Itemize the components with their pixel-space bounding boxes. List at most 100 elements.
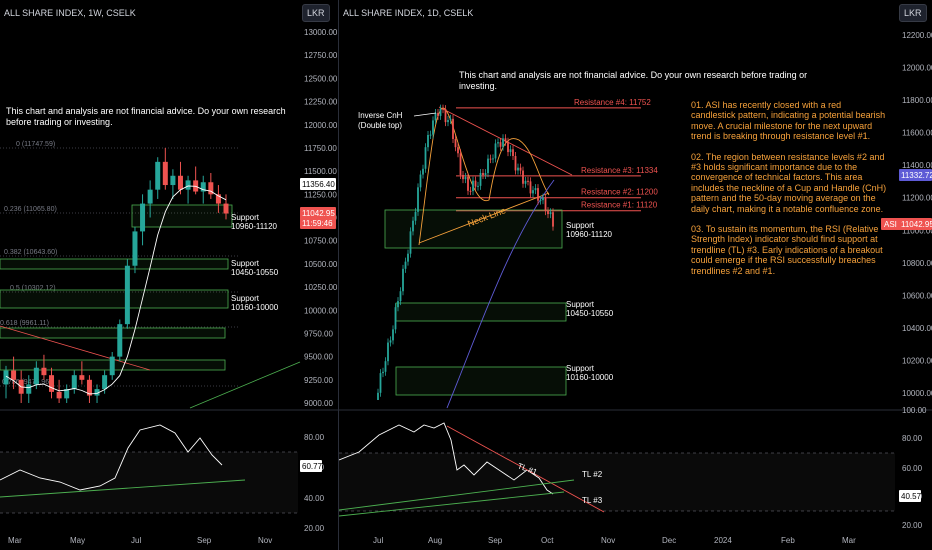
- daily-candle: [419, 174, 422, 188]
- weekly-price-tick: 13000.00: [304, 28, 338, 37]
- daily-time-label: Jul: [373, 536, 383, 545]
- daily-rsi-tl2: [339, 479, 575, 511]
- daily-candle: [377, 392, 379, 400]
- weekly-moving-average: [5, 185, 227, 395]
- weekly-candle: [79, 375, 85, 380]
- weekly-price-tick: 11750.00: [304, 144, 337, 153]
- weekly-price-tag-bg: [300, 207, 336, 229]
- weekly-candle: [170, 175, 176, 186]
- daily-candle: [397, 301, 399, 308]
- fib-label: 0 (11747.59): [16, 141, 55, 148]
- daily-rsi-band: [339, 453, 895, 511]
- daily-pattern-label: Inverse CnH: [358, 111, 403, 120]
- weekly-rsi-tag-bg: [300, 460, 322, 472]
- daily-candle: [464, 176, 467, 180]
- daily-candle: [472, 180, 474, 192]
- weekly-support-label: Support: [231, 259, 260, 268]
- daily-candle: [497, 142, 499, 144]
- daily-chart-canvas[interactable]: 12200.00 12000.00 11800.00 11600.00 11400.00…: [339, 0, 932, 550]
- weekly-chart-pane[interactable]: 13000.00 12750.00 12500.00 12250.00 12000.00…: [0, 0, 339, 550]
- daily-candle: [462, 174, 464, 180]
- weekly-rsi-trendline: [0, 479, 246, 498]
- daily-candle: [532, 190, 534, 194]
- daily-candle: [387, 342, 389, 362]
- daily-candle: [482, 172, 484, 176]
- daily-time-label: Feb: [781, 536, 795, 545]
- daily-price-tick: 11800.00: [902, 96, 932, 105]
- daily-price-tick: 10000.00: [902, 389, 932, 398]
- daily-support-zone: [384, 209, 563, 249]
- weekly-candle: [3, 370, 9, 385]
- weekly-candle: [26, 384, 32, 394]
- daily-rsi-tick: 60.00: [902, 464, 923, 473]
- daily-candle: [384, 361, 387, 372]
- daily-price-tick: 10400.00: [902, 324, 932, 333]
- daily-candle: [517, 167, 519, 171]
- daily-candle: [392, 329, 394, 341]
- weekly-candle: [223, 203, 229, 214]
- daily-rsi-tick: 100.00: [902, 406, 927, 415]
- daily-candle: [407, 253, 409, 262]
- daily-candle: [414, 211, 417, 221]
- weekly-candle: [33, 367, 39, 385]
- weekly-candle: [155, 161, 161, 190]
- daily-candle: [467, 176, 469, 191]
- weekly-candle: [177, 175, 183, 190]
- daily-candle: [484, 173, 487, 176]
- weekly-price-tick: 9750.00: [304, 329, 333, 338]
- daily-tl2-label: TL #2: [582, 470, 603, 479]
- analysis-point-3: 03. To sustain its momentum, the RSI (Re…: [691, 224, 883, 276]
- daily-candle: [422, 168, 424, 175]
- daily-price-tick: 11000.00: [902, 226, 932, 235]
- daily-price-tick: 12000.00: [902, 64, 932, 73]
- fib-label: 0.786 (9475.96): [2, 379, 51, 386]
- weekly-chart-title: ALL SHARE INDEX, 1W, CSELK: [4, 8, 136, 18]
- daily-candle: [542, 197, 544, 201]
- weekly-candle: [94, 389, 100, 396]
- fib-label: 0.236 (11065.80): [4, 206, 57, 213]
- daily-candle: [399, 291, 402, 302]
- daily-time-label: Sep: [488, 536, 503, 545]
- weekly-support-range: 10960-11120: [231, 222, 278, 231]
- daily-currency-button[interactable]: LKR: [899, 4, 927, 22]
- weekly-candle: [11, 370, 17, 380]
- weekly-candle: [162, 161, 168, 186]
- daily-candle: [534, 188, 537, 191]
- daily-price-tag: 11042.95: [901, 220, 932, 229]
- daily-support-zone: [395, 366, 567, 396]
- fib-label: 0.5 (10302.12): [10, 285, 56, 292]
- daily-candle: [452, 118, 454, 139]
- weekly-chart-canvas[interactable]: 13000.00 12750.00 12500.00 12250.00 12000.00…: [0, 0, 338, 550]
- daily-support-label: Support: [566, 300, 595, 309]
- daily-candle: [439, 108, 442, 116]
- daily-time-label: Oct: [541, 536, 554, 545]
- weekly-currency-button[interactable]: LKR: [302, 4, 330, 22]
- weekly-disclaimer: This chart and analysis are not financia…: [6, 106, 286, 127]
- daily-candle: [474, 180, 477, 187]
- daily-candle: [509, 149, 512, 153]
- weekly-ma-tag: 11356.40: [302, 180, 335, 189]
- daily-price-tick: 11200.00: [902, 194, 932, 203]
- analysis-point-1: 01. ASI has recently closed with a red c…: [691, 100, 886, 142]
- weekly-price-tick: 11500.00: [304, 167, 337, 176]
- weekly-candle: [86, 379, 92, 396]
- analysis-notes: 01. ASI has recently closed with a red c…: [691, 100, 887, 286]
- daily-candle: [539, 200, 542, 202]
- daily-candle: [394, 307, 397, 330]
- daily-candle: [469, 190, 472, 192]
- daily-candle: [522, 170, 524, 184]
- daily-candle: [417, 187, 419, 212]
- daily-candle: [512, 149, 514, 156]
- daily-rsi-tag: 40.57: [901, 492, 922, 501]
- daily-time-label: Nov: [601, 536, 615, 545]
- daily-rsi-tick: 20.00: [902, 521, 923, 530]
- daily-candle: [489, 158, 492, 160]
- weekly-candle: [41, 367, 47, 376]
- daily-candle: [429, 134, 432, 136]
- weekly-time-label: Jul: [131, 536, 141, 545]
- weekly-support-range: 10450-10550: [231, 268, 279, 277]
- weekly-support-label: Support: [231, 294, 260, 303]
- daily-candle: [552, 212, 554, 227]
- weekly-price-tick: 12250.00: [304, 98, 338, 107]
- daily-chart-pane[interactable]: 12200.00 12000.00 11800.00 11600.00 11400.00…: [339, 0, 932, 550]
